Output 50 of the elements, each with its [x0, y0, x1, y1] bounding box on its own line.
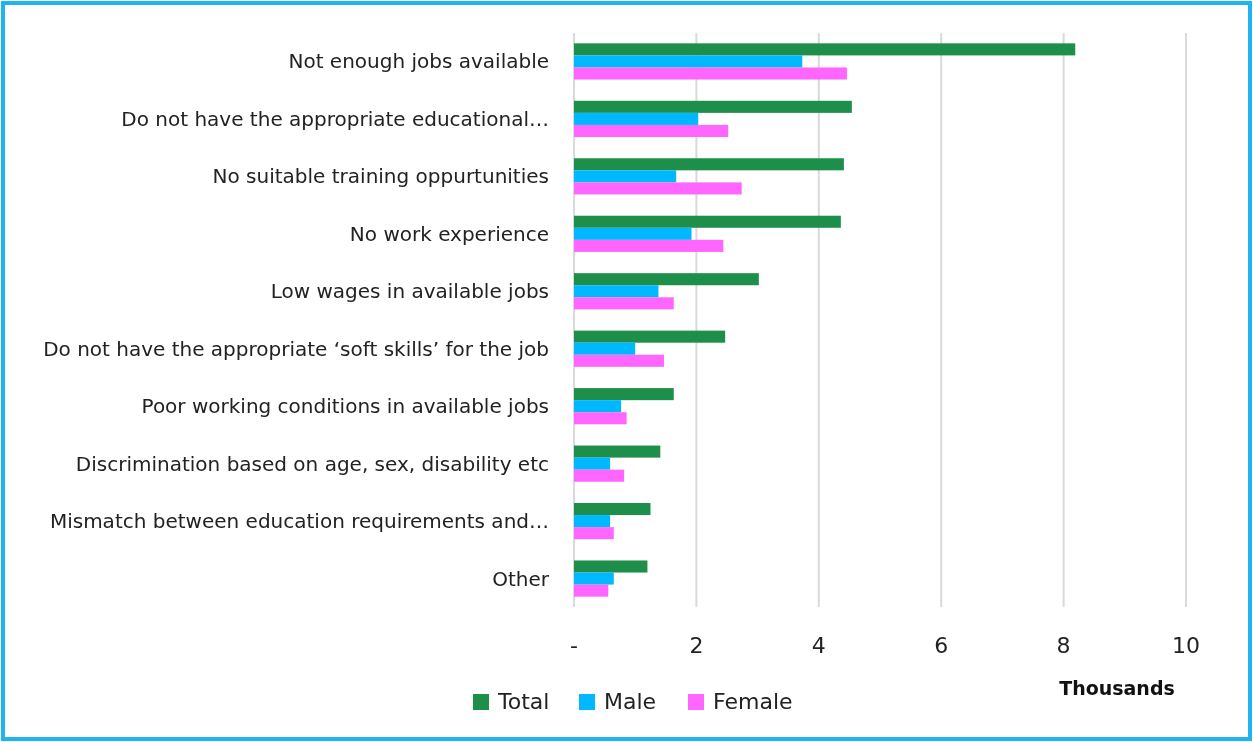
bar: [574, 158, 844, 171]
legend-label: Total: [497, 689, 550, 714]
bar: [574, 273, 759, 286]
bar: [574, 124, 729, 137]
bar: [574, 215, 841, 228]
bar: [574, 297, 674, 310]
y-tick-label: Do not have the appropriate ‘soft skills’ for the job: [43, 336, 549, 361]
x-tick-label: 8: [1056, 633, 1071, 658]
bar: [574, 515, 611, 528]
y-tick-label: Other: [492, 566, 550, 591]
bar: [574, 43, 1076, 56]
y-tick-label: No suitable training oppurtunities: [212, 164, 549, 189]
bar: [574, 67, 847, 80]
bar: [574, 227, 692, 240]
bar: [574, 330, 726, 343]
bar: [574, 400, 622, 413]
y-tick-label: Do not have the appropriate educational…: [121, 106, 549, 131]
bar: [574, 55, 803, 68]
x-tick-label: 4: [811, 633, 826, 658]
bar: [574, 584, 609, 597]
bar: [574, 170, 677, 183]
x-tick-label: 6: [934, 633, 949, 658]
bar: [574, 503, 651, 516]
legend-label: Male: [604, 689, 657, 714]
bar: [574, 182, 742, 195]
x-tick-label: -: [570, 633, 578, 658]
y-tick-label: Poor working conditions in available jobs: [141, 394, 549, 419]
bar: [574, 354, 664, 367]
bar: [574, 239, 724, 252]
y-tick-label: Not enough jobs available: [288, 49, 549, 74]
bar: [574, 285, 659, 298]
y-tick-label: Discrimination based on age, sex, disability etc: [75, 451, 549, 476]
x-axis-title: Thousands: [1059, 677, 1175, 699]
bar: [574, 572, 614, 585]
bar: [574, 527, 614, 540]
bar: [574, 445, 661, 458]
bar: [574, 560, 648, 573]
y-tick-label: No work experience: [349, 221, 549, 246]
y-tick-label: Mismatch between education requirements and…: [49, 509, 549, 534]
bar: [574, 388, 674, 401]
bar: [574, 100, 852, 113]
bar: [574, 112, 699, 125]
bar: [574, 342, 636, 355]
x-tick-label: 2: [689, 633, 704, 658]
bar: [574, 457, 611, 470]
x-tick-label: 10: [1172, 633, 1200, 658]
bar: [574, 469, 625, 482]
y-tick-label: Low wages in available jobs: [270, 279, 549, 304]
bar: [574, 412, 627, 425]
legend-label: Female: [713, 689, 793, 714]
